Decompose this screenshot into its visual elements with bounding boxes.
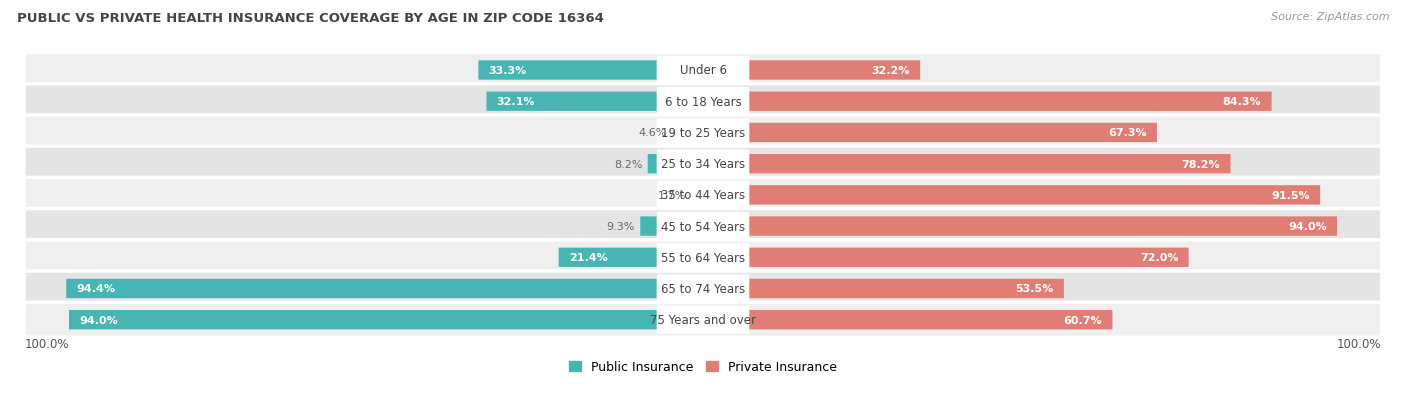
FancyBboxPatch shape <box>703 279 1064 299</box>
Text: 65 to 74 Years: 65 to 74 Years <box>661 282 745 295</box>
Text: 72.0%: 72.0% <box>1140 253 1178 263</box>
Text: 100.0%: 100.0% <box>1336 337 1381 350</box>
FancyBboxPatch shape <box>640 217 703 236</box>
FancyBboxPatch shape <box>657 119 749 147</box>
Text: 32.1%: 32.1% <box>496 97 536 107</box>
FancyBboxPatch shape <box>692 186 703 205</box>
Text: PUBLIC VS PRIVATE HEALTH INSURANCE COVERAGE BY AGE IN ZIP CODE 16364: PUBLIC VS PRIVATE HEALTH INSURANCE COVER… <box>17 12 603 25</box>
Text: 6 to 18 Years: 6 to 18 Years <box>665 95 741 109</box>
FancyBboxPatch shape <box>657 57 749 85</box>
Text: 33.3%: 33.3% <box>488 66 527 76</box>
Text: 45 to 54 Years: 45 to 54 Years <box>661 220 745 233</box>
FancyBboxPatch shape <box>69 310 703 330</box>
FancyBboxPatch shape <box>24 85 1382 119</box>
Text: 78.2%: 78.2% <box>1181 159 1220 169</box>
FancyBboxPatch shape <box>657 275 749 303</box>
Text: 35 to 44 Years: 35 to 44 Years <box>661 189 745 202</box>
FancyBboxPatch shape <box>24 53 1382 88</box>
FancyBboxPatch shape <box>703 186 1320 205</box>
Text: 32.2%: 32.2% <box>872 66 910 76</box>
FancyBboxPatch shape <box>703 248 1188 267</box>
FancyBboxPatch shape <box>703 61 920 81</box>
FancyBboxPatch shape <box>24 147 1382 182</box>
Text: 19 to 25 Years: 19 to 25 Years <box>661 127 745 140</box>
Text: 4.6%: 4.6% <box>638 128 666 138</box>
FancyBboxPatch shape <box>24 178 1382 213</box>
FancyBboxPatch shape <box>66 279 703 299</box>
FancyBboxPatch shape <box>703 310 1112 330</box>
FancyBboxPatch shape <box>24 116 1382 150</box>
Text: 94.4%: 94.4% <box>76 284 115 294</box>
Legend: Public Insurance, Private Insurance: Public Insurance, Private Insurance <box>564 356 842 378</box>
Text: 84.3%: 84.3% <box>1223 97 1261 107</box>
FancyBboxPatch shape <box>657 150 749 178</box>
FancyBboxPatch shape <box>657 212 749 241</box>
FancyBboxPatch shape <box>648 154 703 174</box>
Text: 21.4%: 21.4% <box>569 253 607 263</box>
FancyBboxPatch shape <box>657 306 749 334</box>
FancyBboxPatch shape <box>672 123 703 143</box>
FancyBboxPatch shape <box>657 88 749 116</box>
Text: 25 to 34 Years: 25 to 34 Years <box>661 158 745 171</box>
Text: 94.0%: 94.0% <box>1288 221 1327 232</box>
FancyBboxPatch shape <box>657 181 749 209</box>
FancyBboxPatch shape <box>657 244 749 272</box>
Text: 53.5%: 53.5% <box>1015 284 1053 294</box>
FancyBboxPatch shape <box>24 302 1382 337</box>
Text: 75 Years and over: 75 Years and over <box>650 313 756 326</box>
Text: 91.5%: 91.5% <box>1271 190 1310 200</box>
FancyBboxPatch shape <box>486 92 703 112</box>
FancyBboxPatch shape <box>24 209 1382 244</box>
Text: 60.7%: 60.7% <box>1064 315 1102 325</box>
FancyBboxPatch shape <box>24 240 1382 275</box>
FancyBboxPatch shape <box>703 217 1337 236</box>
Text: 94.0%: 94.0% <box>79 315 118 325</box>
FancyBboxPatch shape <box>703 123 1157 143</box>
Text: 8.2%: 8.2% <box>614 159 643 169</box>
FancyBboxPatch shape <box>703 154 1230 174</box>
Text: 55 to 64 Years: 55 to 64 Years <box>661 251 745 264</box>
Text: 1.7%: 1.7% <box>658 190 686 200</box>
FancyBboxPatch shape <box>558 248 703 267</box>
FancyBboxPatch shape <box>478 61 703 81</box>
Text: 9.3%: 9.3% <box>606 221 636 232</box>
Text: 100.0%: 100.0% <box>25 337 70 350</box>
Text: 67.3%: 67.3% <box>1108 128 1147 138</box>
Text: Source: ZipAtlas.com: Source: ZipAtlas.com <box>1271 12 1389 22</box>
FancyBboxPatch shape <box>24 271 1382 306</box>
FancyBboxPatch shape <box>703 92 1271 112</box>
Text: Under 6: Under 6 <box>679 64 727 77</box>
